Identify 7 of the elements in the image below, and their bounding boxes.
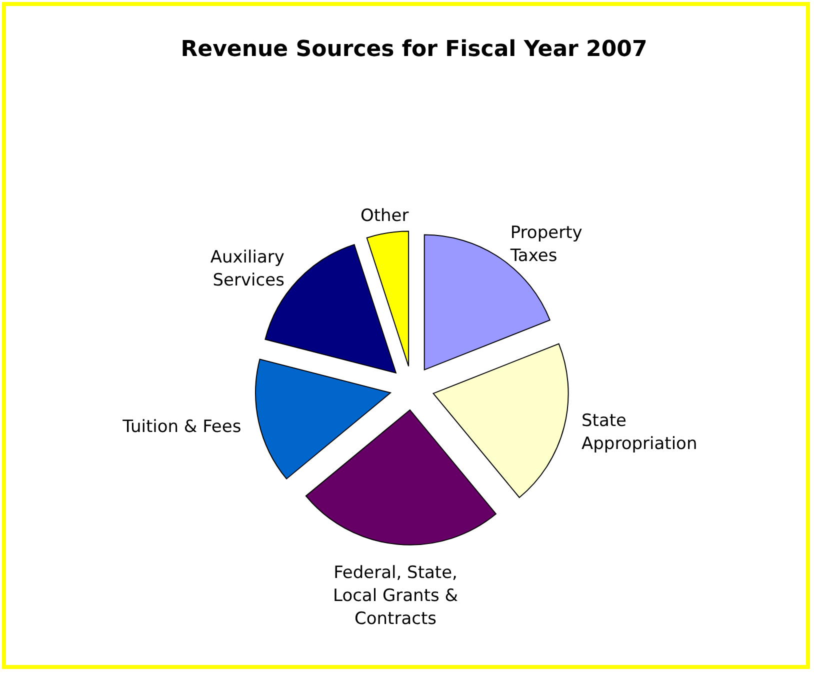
slice-label: Property Taxes	[509, 222, 582, 266]
slice-label: Auxiliary Services	[210, 248, 285, 291]
slice-label: Federal, State, Local Grants & Contracts	[333, 563, 458, 630]
slice-label: Other	[360, 206, 409, 226]
chart-title: Revenue Sources for Fiscal Year 2007	[180, 37, 648, 62]
slice-label: State Appropriation	[582, 411, 698, 454]
slice-label: Tuition & Fees	[122, 417, 242, 438]
